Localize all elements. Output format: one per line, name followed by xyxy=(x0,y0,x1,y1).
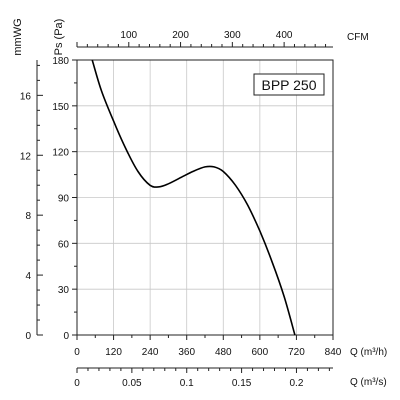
far-left-tick-label: 4 xyxy=(25,271,31,282)
left-axis-label: Ps (Pa) xyxy=(53,19,65,56)
far-left-tick-label: 12 xyxy=(20,151,32,162)
bottom-axis-label: Q (m³/h) xyxy=(350,347,387,358)
left-tick-label: 0 xyxy=(63,331,69,342)
left-tick-label: 90 xyxy=(58,194,70,205)
bottom-2-tick-label: 0.15 xyxy=(232,378,252,389)
left-tick-label: 60 xyxy=(58,239,70,250)
bottom-tick-label: 360 xyxy=(178,347,195,358)
axis-labels: Ps (Pa) mmWG CFM Q (m³/h) Q (m³/s) xyxy=(12,18,387,388)
top-axis-label: CFM xyxy=(347,32,369,43)
top-tick-label: 400 xyxy=(276,30,293,41)
bottom-axis-2-label: Q (m³/s) xyxy=(350,377,387,388)
bottom-2-tick-label: 0.05 xyxy=(122,378,142,389)
left-tick-label: 150 xyxy=(52,102,69,113)
left-tick-label: 120 xyxy=(52,148,69,159)
bottom-tick-label: 480 xyxy=(215,347,232,358)
far-left-axis-label: mmWG xyxy=(12,18,24,55)
far-left-tick-label: 0 xyxy=(25,331,31,342)
axes: 0 120 240 360 480 600 720 840030609012015018004… xyxy=(20,30,342,389)
bottom-tick-label: 120 xyxy=(105,347,122,358)
model-label: BPP 250 xyxy=(261,77,316,93)
top-tick-label: 300 xyxy=(224,30,241,41)
bottom-tick-label: 0 xyxy=(74,347,80,358)
bottom-tick-label: 840 xyxy=(325,347,342,358)
top-tick-label: 100 xyxy=(120,30,137,41)
bottom-2-tick-label: 0.2 xyxy=(290,378,304,389)
top-tick-label: 200 xyxy=(172,30,189,41)
left-tick-label: 30 xyxy=(58,285,70,296)
model-label-box: BPP 250 xyxy=(253,73,325,96)
far-left-tick-label: 8 xyxy=(25,211,31,222)
left-tick-label: 180 xyxy=(52,56,69,67)
bottom-tick-label: 600 xyxy=(252,347,269,358)
bottom-2-tick-label: 0 xyxy=(74,378,80,389)
fan-curve xyxy=(91,59,296,336)
bottom-tick-label: 720 xyxy=(288,347,305,358)
grid xyxy=(77,60,333,335)
bottom-tick-label: 240 xyxy=(142,347,159,358)
far-left-tick-label: 16 xyxy=(20,91,32,102)
bottom-2-tick-label: 0.1 xyxy=(180,378,194,389)
